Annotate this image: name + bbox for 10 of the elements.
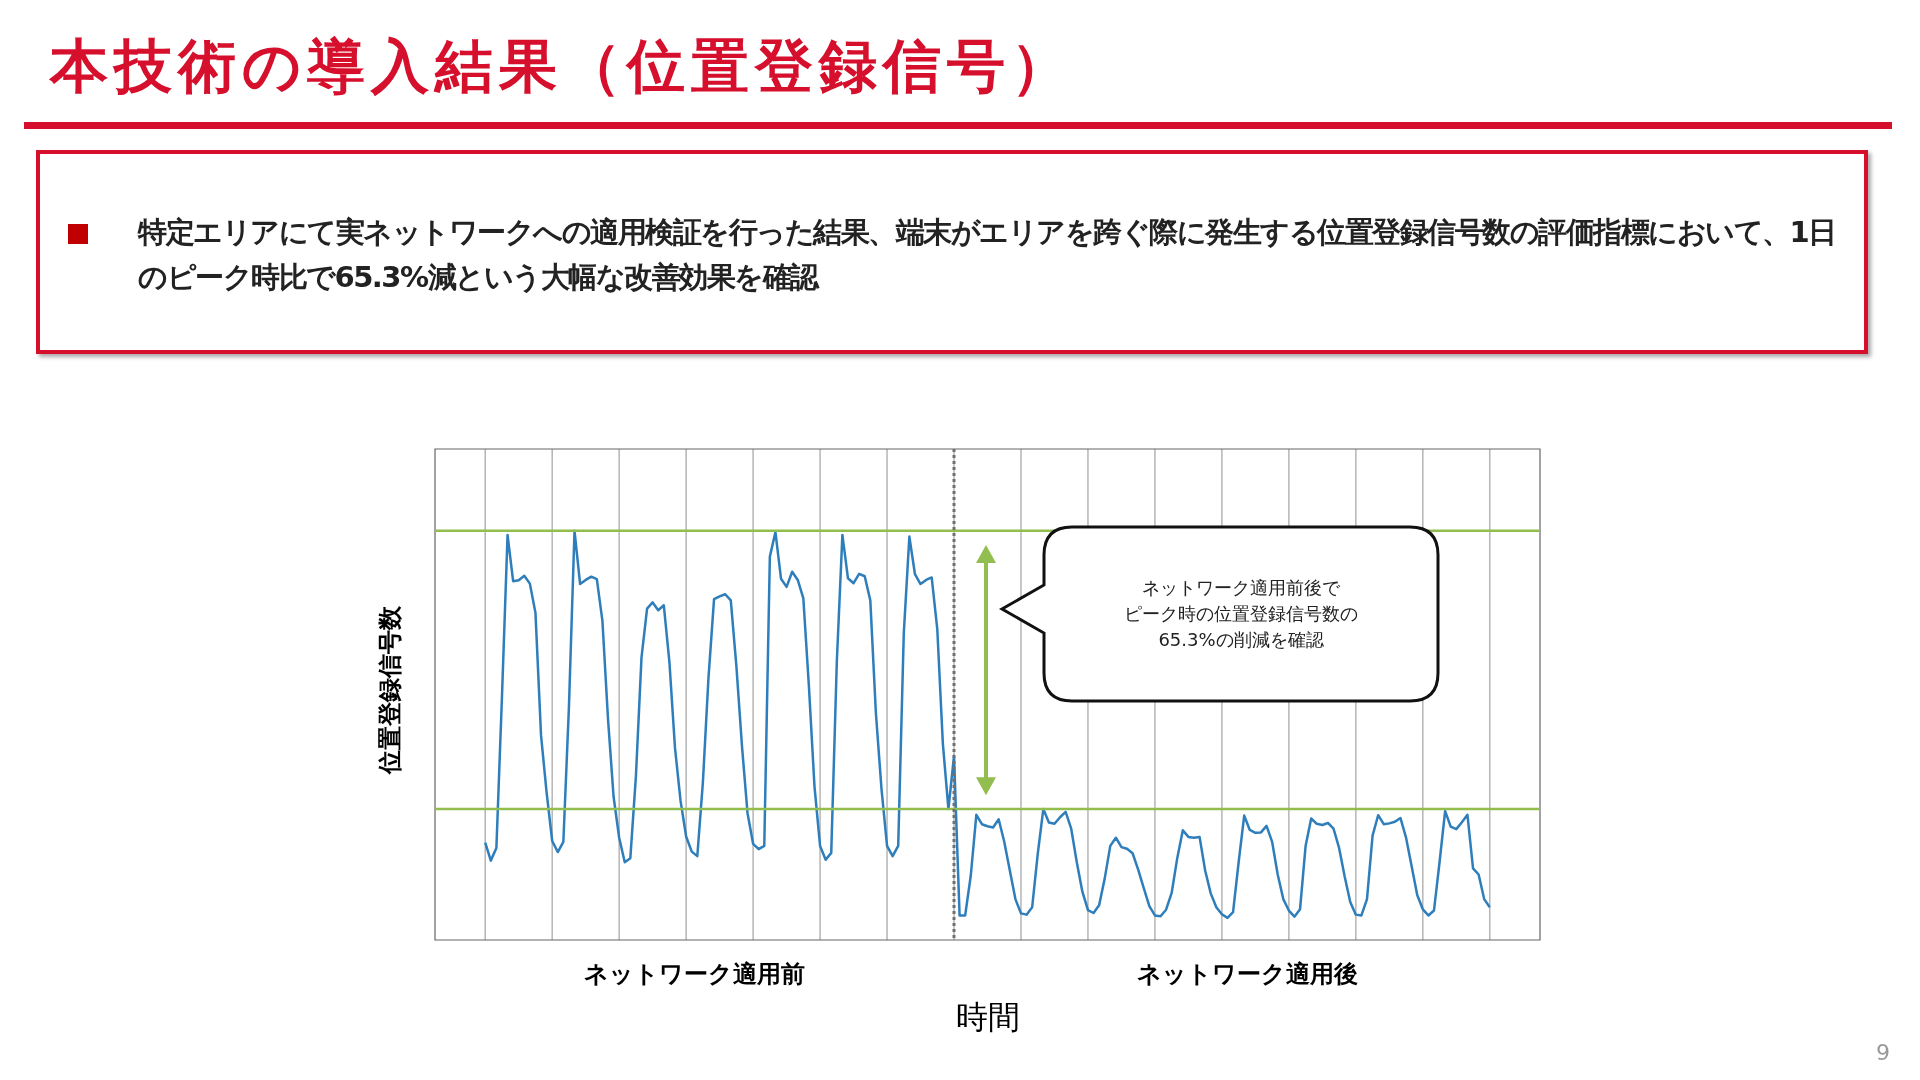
text: ネットワーク適用前 — [584, 959, 805, 990]
text: 9 — [1876, 1040, 1890, 1065]
chart-title: 本技術の導入結果（位置登録信号） — [50, 31, 1075, 102]
y-axis-title: 位置登録信号数 — [375, 606, 405, 774]
chart-subtitle: 特定エリアにて実ネットワークへの適用検証を行った結果、端末がエリアを跨ぐ際に発生する位置登録信号数の評価指標において、1日のピーク時比で65.3%減という大幅な改善効果を確認 — [138, 214, 1837, 296]
annotation: ピーク時の位置登録信号数の — [1124, 602, 1358, 626]
text: ネットワーク適用後 — [1136, 959, 1358, 990]
annotation: 65.3%の削減を確認 — [1158, 628, 1324, 652]
x-axis-title: 時間 — [955, 997, 1020, 1038]
annotation: ネットワーク適用前後で — [1142, 576, 1340, 600]
